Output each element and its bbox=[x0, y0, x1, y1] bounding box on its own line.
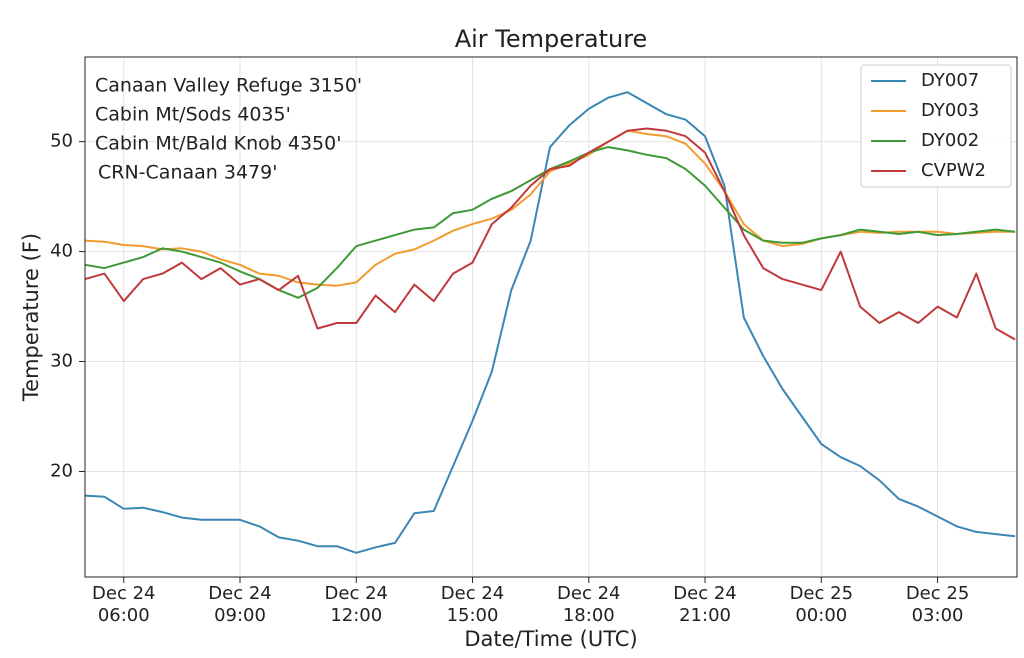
series-line bbox=[84, 91, 1016, 554]
x-tick-label: 06:00 bbox=[98, 605, 150, 626]
x-tick-label: Dec 24 bbox=[208, 583, 271, 604]
x-tick-label: Dec 24 bbox=[557, 583, 620, 604]
chart-title: Air Temperature bbox=[455, 25, 648, 53]
annotation: CRN-Canaan 3479' bbox=[98, 162, 277, 184]
x-tick-label: 18:00 bbox=[563, 605, 615, 626]
legend-label: DY002 bbox=[921, 130, 979, 151]
x-axis-label: Date/Time (UTC) bbox=[464, 627, 637, 651]
annotation: Cabin Mt/Sods 4035' bbox=[95, 104, 291, 126]
x-tick-label: Dec 25 bbox=[906, 583, 969, 604]
x-tick-label: Dec 24 bbox=[92, 583, 155, 604]
annotation: Canaan Valley Refuge 3150' bbox=[95, 75, 362, 97]
x-tick-label: 09:00 bbox=[214, 605, 266, 626]
x-tick-label: 15:00 bbox=[447, 605, 499, 626]
x-tick-label: Dec 24 bbox=[325, 583, 388, 604]
series-line bbox=[84, 127, 1016, 341]
x-tick-label: 03:00 bbox=[912, 605, 964, 626]
y-tick-label: 50 bbox=[50, 131, 73, 152]
y-tick-label: 20 bbox=[50, 460, 73, 481]
legend-box bbox=[860, 64, 1012, 188]
annotation: Cabin Mt/Bald Knob 4350' bbox=[95, 133, 341, 155]
legend-label: DY003 bbox=[921, 100, 979, 121]
y-tick-label: 30 bbox=[50, 351, 73, 372]
y-tick-label: 40 bbox=[50, 241, 73, 262]
x-tick-label: Dec 24 bbox=[673, 583, 736, 604]
x-tick-label: 12:00 bbox=[330, 605, 382, 626]
legend-label: DY007 bbox=[921, 70, 979, 91]
plot-frame bbox=[84, 56, 1018, 578]
y-axis-label: Temperature (F) bbox=[19, 233, 43, 402]
x-tick-label: Dec 25 bbox=[790, 583, 853, 604]
series-line bbox=[84, 129, 1016, 287]
x-tick-label: 00:00 bbox=[795, 605, 847, 626]
legend-label: CVPW2 bbox=[921, 160, 986, 181]
x-tick-label: 21:00 bbox=[679, 605, 731, 626]
x-tick-label: Dec 24 bbox=[441, 583, 504, 604]
